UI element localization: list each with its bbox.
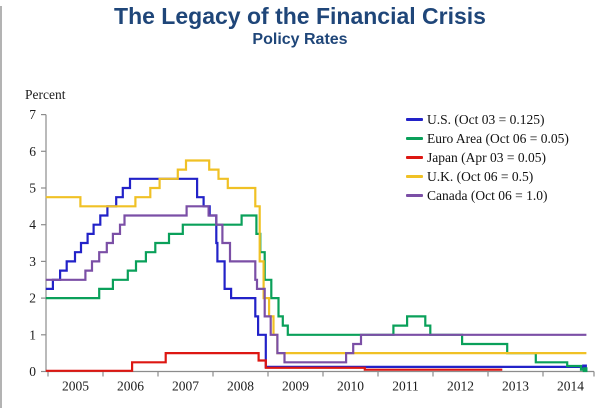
x-axis-tick-label: 2005 — [62, 379, 89, 394]
x-axis-tick-label: 2010 — [337, 379, 364, 394]
y-axis-tick-label: 3 — [29, 254, 36, 269]
uk-rate-line — [45, 159, 587, 355]
us-rate-line — [45, 177, 585, 368]
x-axis-tick-label: 2014 — [557, 379, 584, 394]
japan-legend-dash-icon — [406, 156, 423, 159]
canada-legend-label: Canada (Oct 06 = 1.0) — [427, 187, 548, 203]
x-axis-tick-label: 2013 — [502, 379, 529, 394]
legend-item-uk: U.K. (Oct 06 = 0.5) — [406, 167, 569, 186]
us-legend-dash-icon — [406, 118, 423, 121]
x-axis-tick-label: 2006 — [117, 379, 144, 394]
japan-rate-line — [45, 352, 503, 372]
x-axis-tick-label: 2009 — [282, 379, 309, 394]
window-left-edge — [0, 6, 2, 408]
canada-legend-dash-icon — [406, 194, 423, 197]
euro-area-end-marker — [582, 367, 588, 373]
euro-area-rate-line — [45, 214, 586, 371]
y-axis-tick-label: 0 — [29, 364, 36, 379]
y-axis-tick-label: 7 — [29, 107, 36, 122]
uk-legend-dash-icon — [406, 175, 423, 178]
euro-area-legend-label: Euro Area (Oct 06 = 0.05) — [427, 130, 569, 146]
canada-rate-line — [45, 205, 587, 364]
chart-title: The Legacy of the Financial Crisis — [114, 3, 486, 29]
y-axis-tick-label: 2 — [29, 291, 36, 306]
legend-item-japan: Japan (Apr 03 = 0.05) — [406, 148, 569, 167]
legend-item-us: U.S. (Oct 03 = 0.125) — [406, 110, 569, 129]
x-axis-tick-label: 2012 — [447, 379, 474, 394]
euro-area-legend-dash-icon — [406, 137, 423, 140]
y-axis-tick-label: 1 — [29, 327, 36, 342]
x-axis-tick-label: 2007 — [172, 379, 199, 394]
us-legend-label: U.S. (Oct 03 = 0.125) — [427, 111, 545, 127]
y-axis-tick-label: 6 — [29, 144, 36, 159]
uk-legend-label: U.K. (Oct 06 = 0.5) — [427, 168, 534, 184]
y-axis-unit-label: Percent — [25, 87, 66, 102]
legend-item-canada: Canada (Oct 06 = 1.0) — [406, 186, 569, 205]
japan-legend-label: Japan (Apr 03 = 0.05) — [427, 149, 546, 165]
y-axis-tick-label: 4 — [29, 217, 36, 232]
us-end-marker — [582, 364, 587, 370]
x-axis-tick-label: 2008 — [227, 379, 254, 394]
chart-legend: U.S. (Oct 03 = 0.125) Euro Area (Oct 06 =… — [406, 110, 569, 205]
y-axis-tick-label: 5 — [29, 181, 36, 196]
x-axis-tick-label: 2011 — [392, 379, 419, 394]
legend-item-euro-area: Euro Area (Oct 06 = 0.05) — [406, 129, 569, 148]
chart-subtitle: Policy Rates — [252, 31, 348, 48]
